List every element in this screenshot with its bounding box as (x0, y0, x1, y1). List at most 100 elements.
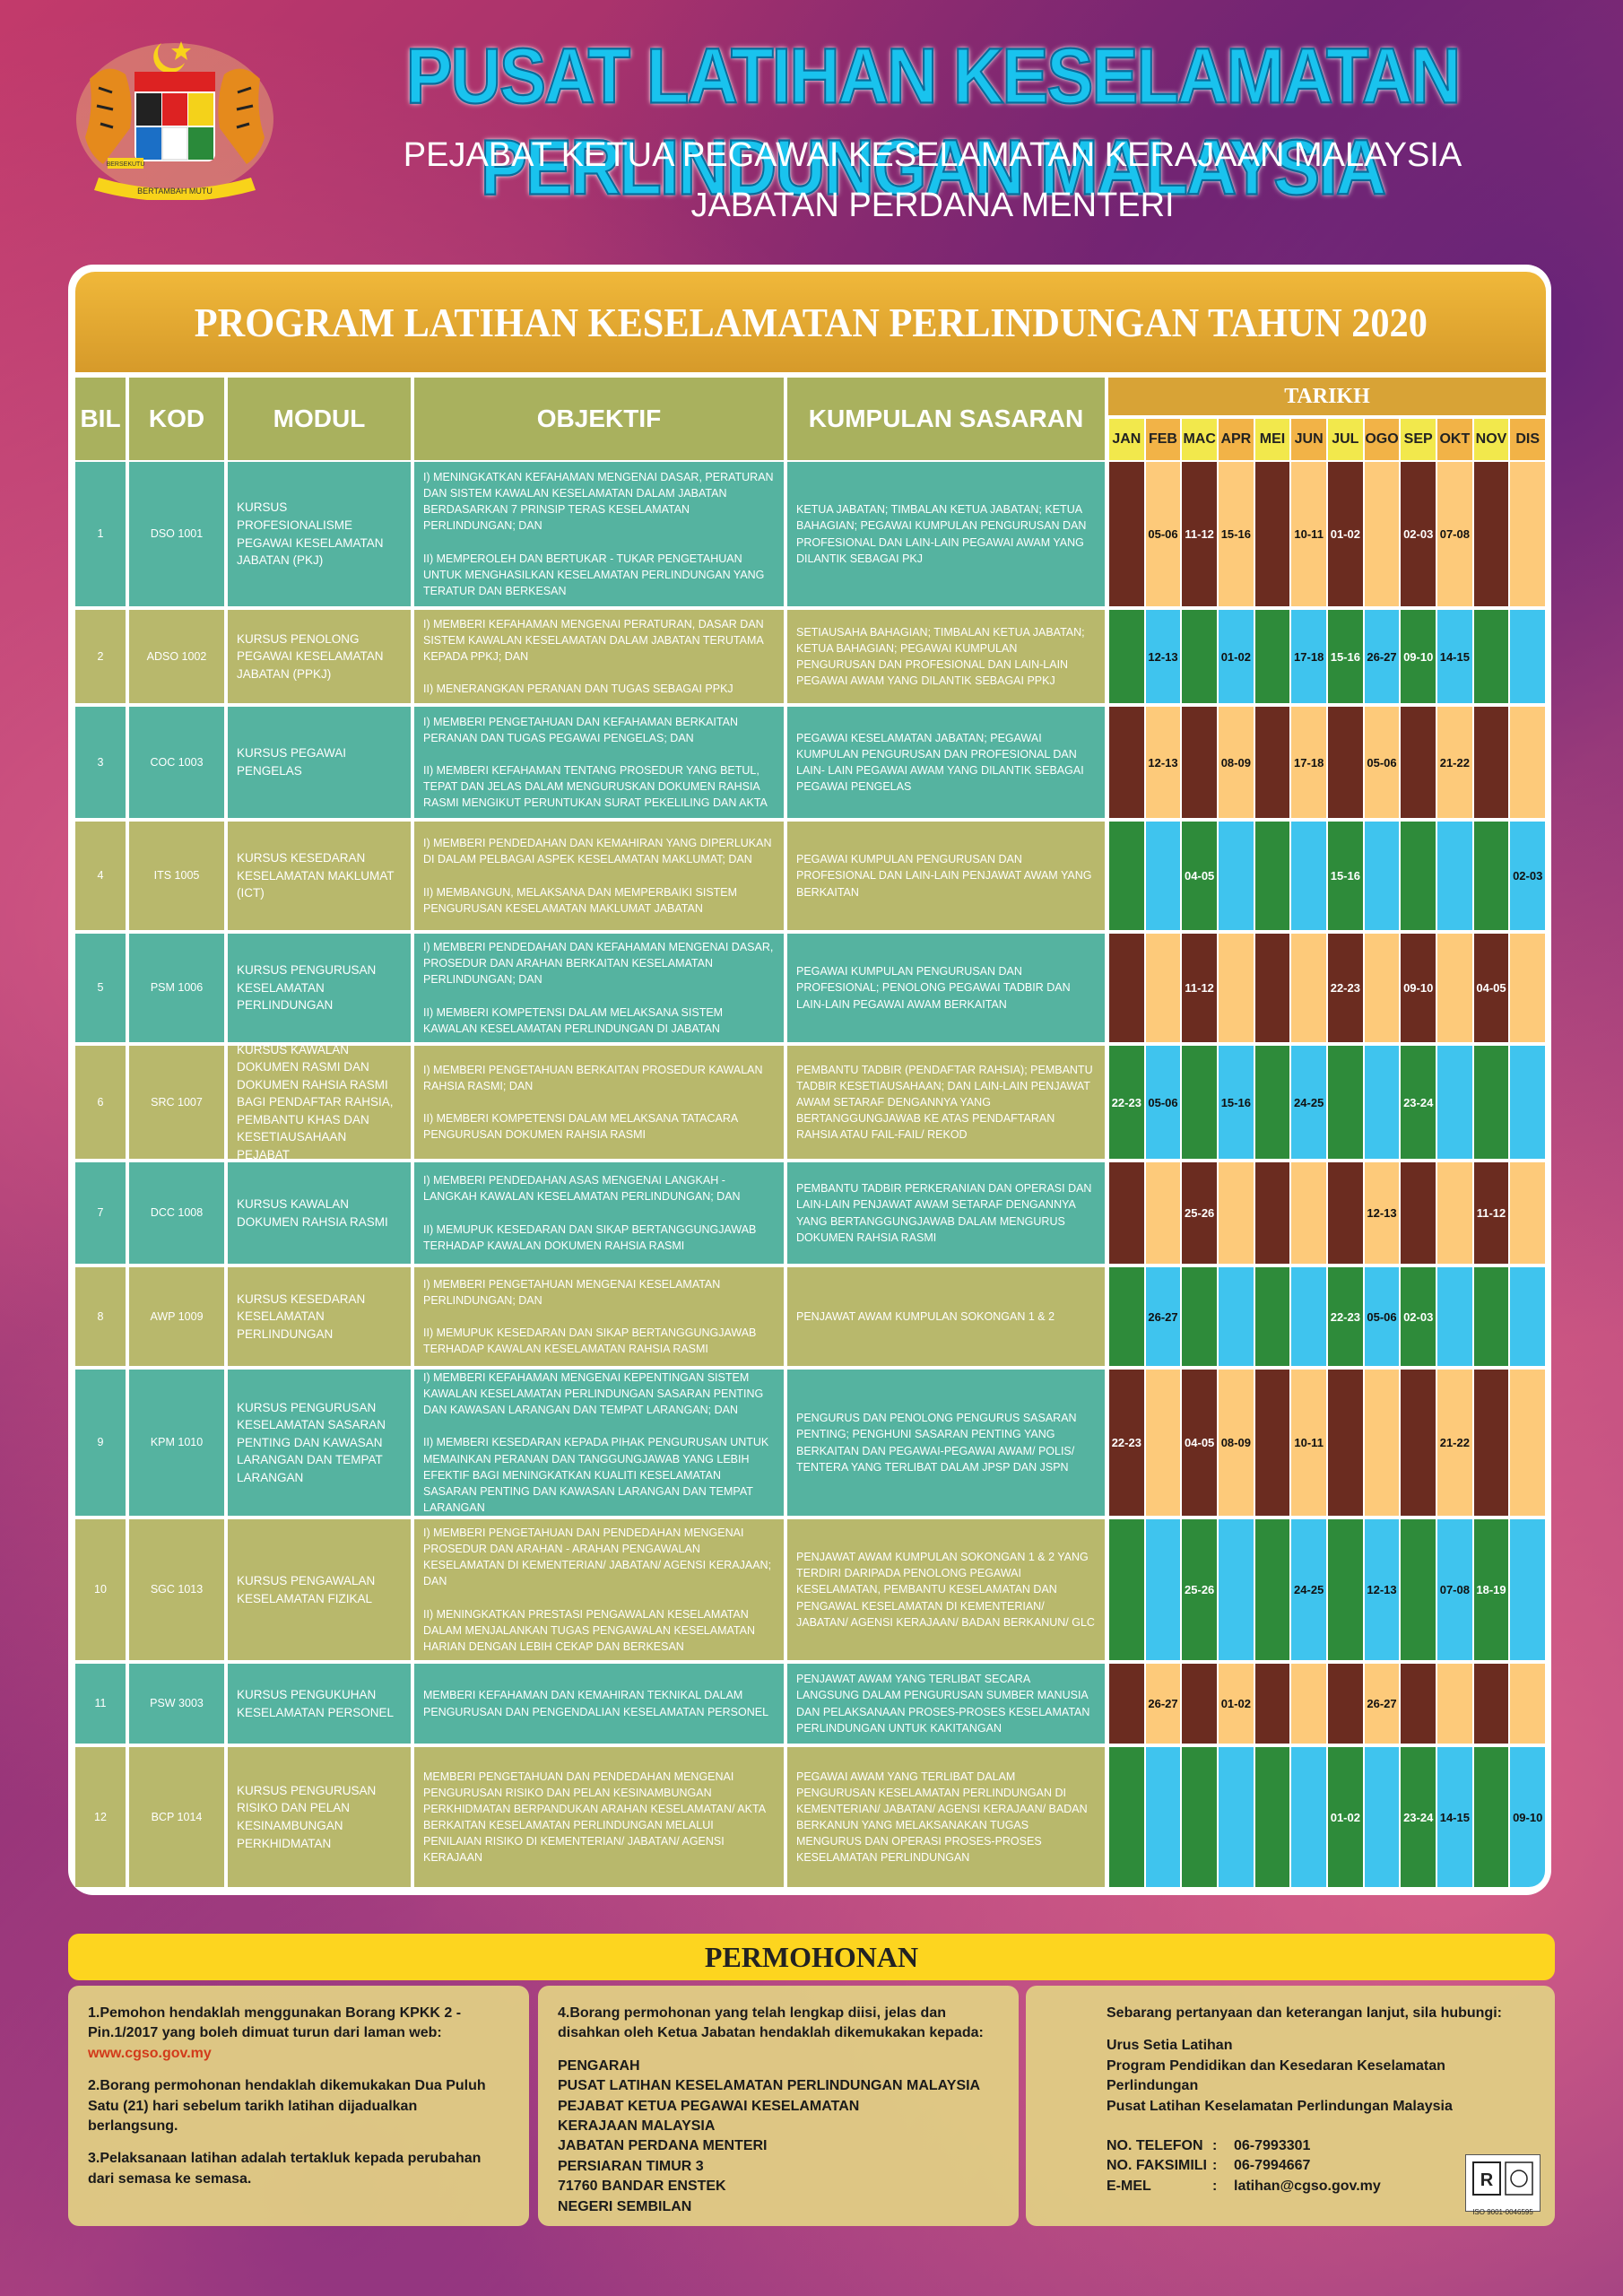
cell-kod: PSW 3003 (150, 1697, 204, 1710)
month-bar (1473, 462, 1509, 606)
month-header-apr: APR (1219, 419, 1254, 460)
month-bar (1401, 1519, 1436, 1660)
month-bar (1182, 610, 1217, 703)
table-cell: PEGAWAI AWAM YANG TERLIBAT DALAM PENGURU… (787, 1747, 1105, 1887)
cell-bil: 4 (97, 869, 104, 883)
date-label: 17-18 (1294, 649, 1324, 664)
month-bar (1510, 1267, 1546, 1366)
cgso-website-link[interactable]: www.cgso.gov.my (88, 2045, 212, 2061)
cell-kod: COC 1003 (150, 755, 204, 769)
month-bar (1364, 707, 1400, 818)
month-bar (1254, 1664, 1290, 1744)
table-cell: COC 1003 (129, 707, 224, 818)
month-bar (1364, 934, 1400, 1042)
month-bar (1437, 610, 1472, 703)
month-bar (1328, 1747, 1363, 1887)
month-bar (1182, 1664, 1217, 1744)
coat-of-arms-logo: BERTAMBAH MUTU BERSEKUTU (76, 41, 273, 200)
month-header-nov: NOV (1473, 419, 1509, 460)
month-bar (1219, 1747, 1254, 1887)
address-line: JABATAN PERDANA MENTERI (558, 2138, 768, 2154)
program-banner: PROGRAM LATIHAN KESELAMATAN PERLINDUNGAN… (75, 272, 1546, 372)
contact-org-line: Pusat Latihan Keselamatan Perlindungan M… (1107, 2098, 1453, 2114)
month-bar (1473, 1162, 1509, 1264)
table-cell: 4 (75, 822, 126, 930)
month-bar (1145, 1046, 1181, 1159)
month-bar (1219, 1370, 1254, 1516)
month-bar (1109, 1747, 1144, 1887)
table-cell: 1 (75, 462, 126, 606)
month-bar (1437, 1162, 1472, 1264)
date-label: 22-23 (1330, 1309, 1360, 1324)
email-address[interactable]: latihan@cgso.gov.my (1234, 2178, 1381, 2194)
month-header-okt: OKT (1437, 419, 1472, 460)
month-bar (1219, 1664, 1254, 1744)
table-cell: PSW 3003 (129, 1664, 224, 1744)
phone-row: NO. TELEFON:06-7993301 (1107, 2136, 1535, 2156)
cell-objektif: I) MEMBERI PENDEDAHAN DAN KEMAHIRAN YANG… (423, 837, 772, 915)
table-cell: KURSUS KESEDARAN KESELAMATAN PERLINDUNGA… (228, 1267, 411, 1366)
cell-objektif: I) MEMBERI KEFAHAMAN MENGENAI KEPENTINGA… (423, 1370, 769, 1514)
month-bar (1109, 1519, 1144, 1660)
table-cell: PEMBANTU TADBIR (PENDAFTAR RAHSIA); PEMB… (787, 1046, 1105, 1159)
month-bar (1364, 1664, 1400, 1744)
address-line: 71760 BANDAR ENSTEK (558, 2179, 726, 2195)
date-label: 08-09 (1220, 755, 1251, 770)
date-label: 25-26 (1185, 1206, 1215, 1220)
phone-label: NO. TELEFON (1107, 2137, 1203, 2153)
table-cell: I) MEMBERI KEFAHAMAN MENGENAI KEPENTINGA… (414, 1370, 784, 1516)
month-bar (1291, 1519, 1326, 1660)
month-bar (1473, 610, 1509, 703)
cell-objektif: I) MEMBERI KEFAHAMAN MENGENAI PERATURAN,… (423, 617, 764, 696)
month-bar (1401, 1370, 1436, 1516)
cell-bil: 10 (94, 1583, 107, 1596)
month-bar (1328, 1370, 1363, 1516)
cell-objektif: MEMBERI PENGETAHUAN DAN PENDEDAHAN MENGE… (423, 1770, 766, 1865)
header-kumpulan-sasaran: KUMPULAN SASARAN (787, 378, 1105, 460)
month-bar (1145, 822, 1181, 930)
phone-number[interactable]: 06-7993301 (1234, 2137, 1311, 2153)
cell-kod: BCP 1014 (151, 1810, 203, 1823)
month-bar (1291, 1747, 1326, 1887)
month-bar (1364, 462, 1400, 606)
month-bar (1254, 822, 1290, 930)
month-bar (1510, 462, 1546, 606)
month-bar (1219, 462, 1254, 606)
header-kod: KOD (129, 378, 224, 460)
cell-kod: AWP 1009 (150, 1309, 204, 1323)
date-label: 23-24 (1403, 1095, 1434, 1109)
table-cell: 5 (75, 934, 126, 1042)
month-bar (1328, 707, 1363, 818)
table-cell: KURSUS PENGUKUHAN KESELAMATAN PERSONEL (228, 1664, 411, 1744)
cell-kumpulan: PEGAWAI AWAM YANG TERLIBAT DALAM PENGURU… (796, 1770, 1088, 1865)
month-bar (1364, 1162, 1400, 1264)
month-bar (1364, 610, 1400, 703)
address-line: NEGERI SEMBILAN (558, 2198, 692, 2214)
crest-motto: BERTAMBAH MUTU (137, 187, 213, 196)
table-cell: KURSUS KAWALAN DOKUMEN RASMI DAN DOKUMEN… (228, 1046, 411, 1159)
month-bar (1291, 1267, 1326, 1366)
month-bar (1510, 1519, 1546, 1660)
date-label: 12-13 (1148, 755, 1178, 770)
cell-kumpulan: PENJAWAT AWAM KUMPULAN SOKONGAN 1 & 2 YA… (796, 1551, 1095, 1629)
cell-kod: SRC 1007 (151, 1095, 203, 1109)
month-bar (1182, 1267, 1217, 1366)
cell-objektif: I) MEMBERI PENGETAHUAN DAN PENDEDAHAN ME… (423, 1526, 772, 1653)
header-modul: MODUL (228, 378, 411, 460)
month-bar (1145, 1519, 1181, 1660)
date-label: 18-19 (1476, 1583, 1506, 1596)
table-cell: 12 (75, 1747, 126, 1887)
month-bar (1109, 610, 1144, 703)
table-cell: I) MEMBERI PENGETAHUAN DAN PENDEDAHAN ME… (414, 1519, 784, 1660)
month-bar (1510, 822, 1546, 930)
month-header-sep: SEP (1401, 419, 1436, 460)
table-cell: 2 (75, 610, 126, 703)
date-label: 21-22 (1439, 1436, 1470, 1449)
date-label: 21-22 (1439, 755, 1470, 770)
table-cell: I) MEMBERI PENGETAHUAN BERKAITAN PROSEDU… (414, 1046, 784, 1159)
date-label: 22-23 (1111, 1436, 1141, 1449)
cell-modul: KURSUS PENGUKUHAN KESELAMATAN PERSONEL (237, 1687, 395, 1719)
cell-objektif: I) MEMBERI PENGETAHUAN MENGENAI KESELAMA… (423, 1277, 757, 1356)
month-bar (1219, 1267, 1254, 1366)
month-bar (1291, 1370, 1326, 1516)
